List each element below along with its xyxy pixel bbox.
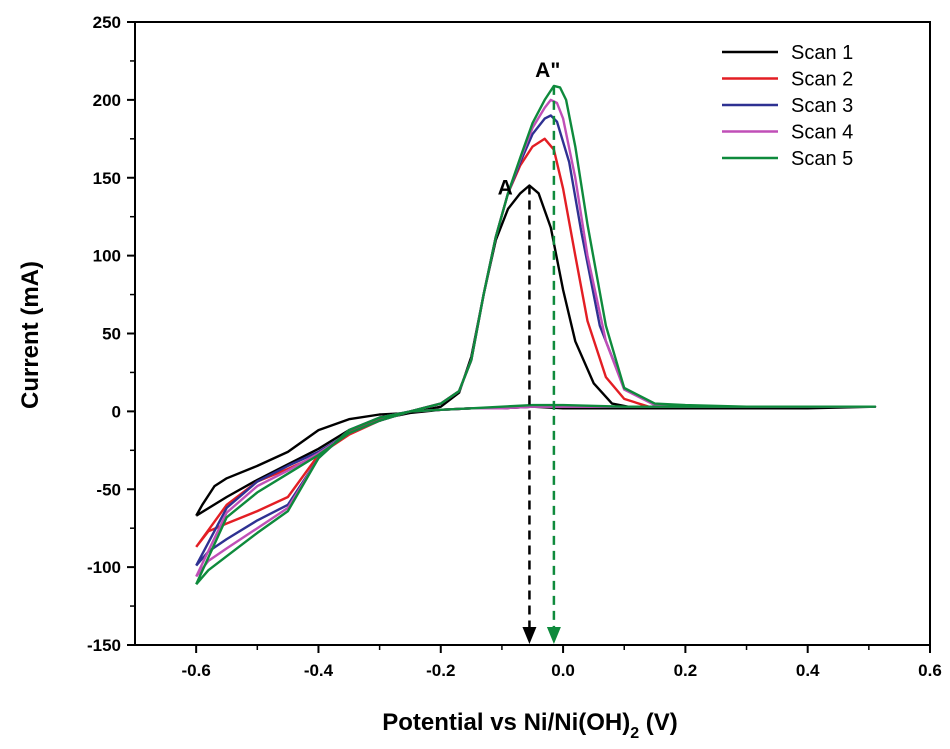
y-tick-label: 150 xyxy=(93,169,121,188)
series-line-scan-5 xyxy=(195,84,877,586)
x-tick-label: 0.4 xyxy=(796,661,820,680)
y-tick-label: 100 xyxy=(93,247,121,266)
y-tick-label: 250 xyxy=(93,13,121,32)
peak-markers xyxy=(522,85,561,644)
y-axis-title: Current (mA) xyxy=(17,261,44,409)
y-tick-label: 0 xyxy=(112,402,121,421)
series-line-scan-4 xyxy=(195,98,877,578)
series-line-scan-3 xyxy=(195,114,877,567)
series-lines xyxy=(195,84,877,586)
legend-label: Scan 1 xyxy=(791,42,853,64)
x-axis-title-main: Potential vs Ni/Ni(OH) xyxy=(382,709,630,736)
x-tick-label: -0.2 xyxy=(426,661,455,680)
x-axis-title-unit: (V) xyxy=(639,709,678,736)
axis-ticks: -0.6 -0.4 -0.2 0.0 0.2 0.4 0.6 -150 -100 -50 0 50 10… xyxy=(87,13,942,680)
y-tick-label: 200 xyxy=(93,91,121,110)
x-tick-label: -0.6 xyxy=(182,661,211,680)
peak-arrowhead xyxy=(522,627,537,644)
series-line-scan-2 xyxy=(195,137,877,548)
peak-arrowhead xyxy=(546,627,561,644)
legend-label: Scan 4 xyxy=(791,122,853,144)
legend-label: Scan 3 xyxy=(791,95,853,117)
y-tick-label: -100 xyxy=(87,558,121,577)
peak-label: A" xyxy=(535,59,560,82)
peak-label: A xyxy=(498,176,513,199)
y-tick-label: -50 xyxy=(96,480,121,499)
y-tick-label: -150 xyxy=(87,636,121,655)
x-tick-label: 0.0 xyxy=(551,661,575,680)
x-tick-label: 0.2 xyxy=(674,661,698,680)
x-axis-title-sub: 2 xyxy=(630,725,639,742)
legend-label: Scan 5 xyxy=(791,148,853,170)
y-tick-label: 50 xyxy=(102,325,121,344)
x-tick-label: -0.4 xyxy=(304,661,334,680)
legend-label: Scan 2 xyxy=(791,69,853,91)
annotations: A A" xyxy=(498,59,561,199)
x-axis-title: Potential vs Ni/Ni(OH)2 (V) xyxy=(382,709,678,742)
legend: Scan 1 Scan 2 Scan 3 Scan 4 Scan 5 xyxy=(722,42,853,170)
x-tick-label: 0.6 xyxy=(918,661,942,680)
